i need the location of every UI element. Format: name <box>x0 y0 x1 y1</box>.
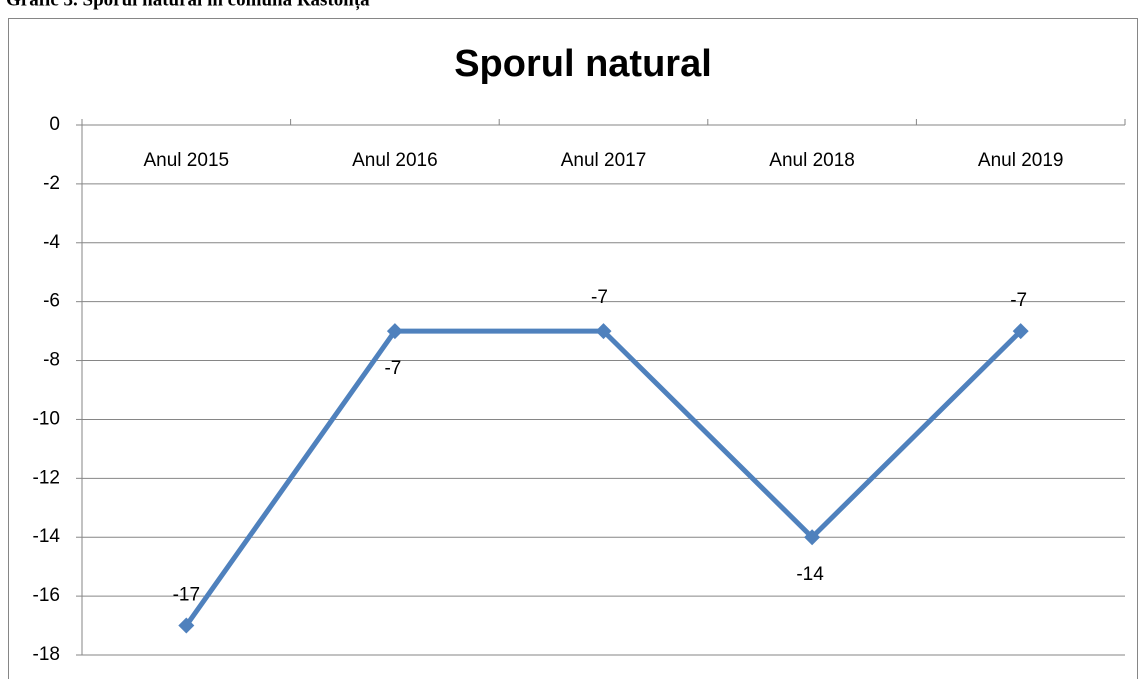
caption: Grafic 3. Sporul natural în comuna Rasto… <box>6 0 370 10</box>
y-tick-label: -16 <box>33 585 60 606</box>
marker <box>595 323 612 340</box>
marker <box>386 323 403 340</box>
y-tick-label: -2 <box>43 173 60 194</box>
x-tick-label: Anul 2017 <box>561 150 647 171</box>
marker <box>1012 323 1029 340</box>
data-label: -17 <box>173 585 200 606</box>
data-label: -7 <box>1010 290 1027 311</box>
y-tick-label: -14 <box>33 526 61 547</box>
chart-frame <box>8 18 1138 679</box>
x-tick-label: Anul 2019 <box>978 150 1064 171</box>
x-tick-label: Anul 2015 <box>144 150 230 171</box>
marker <box>178 617 195 634</box>
data-label: -7 <box>384 358 401 379</box>
x-tick-label: Anul 2018 <box>769 150 855 171</box>
data-label: -14 <box>796 564 824 585</box>
y-tick-label: -6 <box>43 291 60 312</box>
y-tick-label: -8 <box>43 350 60 371</box>
y-tick-label: -12 <box>33 467 60 488</box>
y-tick-label: -10 <box>33 408 60 429</box>
data-label: -7 <box>591 287 608 308</box>
y-tick-label: 0 <box>49 114 60 135</box>
marker <box>804 529 821 546</box>
y-tick-label: -18 <box>33 644 60 665</box>
y-tick-label: -4 <box>43 232 60 253</box>
x-tick-label: Anul 2016 <box>352 150 438 171</box>
chart-title: Sporul natural <box>454 43 712 85</box>
